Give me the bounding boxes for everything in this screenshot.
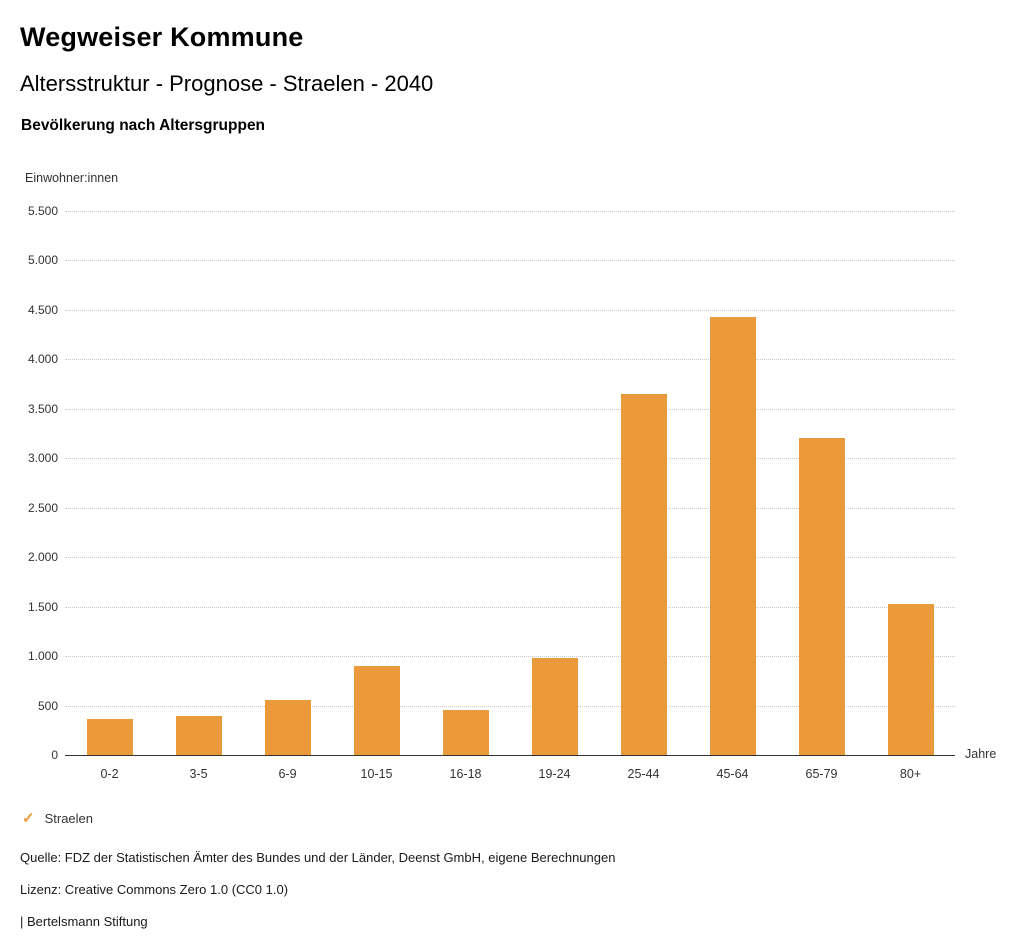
gridline bbox=[65, 260, 955, 262]
legend: ✓ Straelen bbox=[20, 811, 1004, 826]
gridline bbox=[65, 557, 955, 559]
check-icon: ✓ bbox=[22, 810, 35, 827]
y-tick-label: 4.500 bbox=[27, 302, 58, 317]
x-tick-label: 3-5 bbox=[189, 767, 208, 781]
chart-heading: Bevölkerung nach Altersgruppen bbox=[21, 117, 266, 134]
gridline bbox=[65, 309, 955, 311]
x-tick-label: 16-18 bbox=[449, 767, 482, 781]
x-tick-label: 10-15 bbox=[360, 767, 393, 781]
x-tick-label: 45-64 bbox=[716, 767, 749, 781]
x-axis-title: Jahre bbox=[965, 747, 997, 761]
bar-10-15[interactable] bbox=[353, 665, 400, 755]
gridline bbox=[65, 359, 955, 361]
x-axis-line bbox=[65, 755, 955, 756]
bar-19-24[interactable] bbox=[531, 658, 578, 755]
footer: Quelle: FDZ der Statistischen Ämter des … bbox=[20, 850, 1004, 929]
y-tick-label: 1.500 bbox=[27, 599, 58, 614]
x-tick-label: 80+ bbox=[899, 767, 922, 781]
y-tick-label: 500 bbox=[37, 698, 58, 713]
bar-80+[interactable] bbox=[887, 603, 934, 755]
bar-65-79[interactable] bbox=[798, 437, 845, 755]
y-tick-label: 1.000 bbox=[27, 649, 58, 664]
gridline bbox=[65, 705, 955, 707]
bar-0-2[interactable] bbox=[86, 719, 133, 755]
x-tick-label: 0-2 bbox=[100, 767, 119, 781]
y-tick-label: 3.000 bbox=[27, 451, 58, 466]
gridline bbox=[65, 507, 955, 509]
source-text: Quelle: FDZ der Statistischen Ämter des … bbox=[20, 850, 616, 865]
bar-16-18[interactable] bbox=[442, 709, 489, 755]
gridline bbox=[65, 458, 955, 460]
y-tick-label: 4.000 bbox=[27, 352, 58, 367]
y-tick-label: 3.500 bbox=[27, 401, 58, 416]
y-tick-label: 5.500 bbox=[27, 204, 58, 218]
x-tick-label: 19-24 bbox=[538, 767, 571, 781]
bar-25-44[interactable] bbox=[620, 393, 667, 755]
chart-subtitle: Altersstruktur - Prognose - Straelen - 2… bbox=[20, 71, 434, 96]
legend-label: Straelen bbox=[44, 811, 93, 826]
gridline bbox=[65, 211, 955, 212]
y-tick-label: 2.000 bbox=[27, 550, 58, 565]
y-tick-label: 2.500 bbox=[27, 500, 58, 515]
x-tick-label: 6-9 bbox=[278, 767, 297, 781]
x-tick-label: 25-44 bbox=[627, 767, 660, 781]
y-axis-title: Einwohner:innen bbox=[25, 171, 119, 185]
attribution-text: | Bertelsmann Stiftung bbox=[20, 914, 148, 929]
page-title: Wegweiser Kommune bbox=[20, 22, 304, 52]
y-tick-label: 0 bbox=[51, 748, 58, 762]
bar-chart: Einwohner:innen Jahre 0 500 1.000 1.500 2.00… bbox=[20, 165, 1004, 805]
y-tick-label: 5.000 bbox=[27, 253, 58, 268]
bar-6-9[interactable] bbox=[264, 699, 311, 755]
bar-3-5[interactable] bbox=[175, 716, 222, 755]
gridline bbox=[65, 408, 955, 410]
x-tick-label: 65-79 bbox=[805, 767, 838, 781]
gridline bbox=[65, 656, 955, 658]
bar-45-64[interactable] bbox=[709, 316, 756, 755]
gridline bbox=[65, 606, 955, 608]
license-text: Lizenz: Creative Commons Zero 1.0 (CC0 1… bbox=[20, 882, 289, 897]
legend-item-straelen[interactable]: ✓ Straelen bbox=[22, 811, 93, 826]
